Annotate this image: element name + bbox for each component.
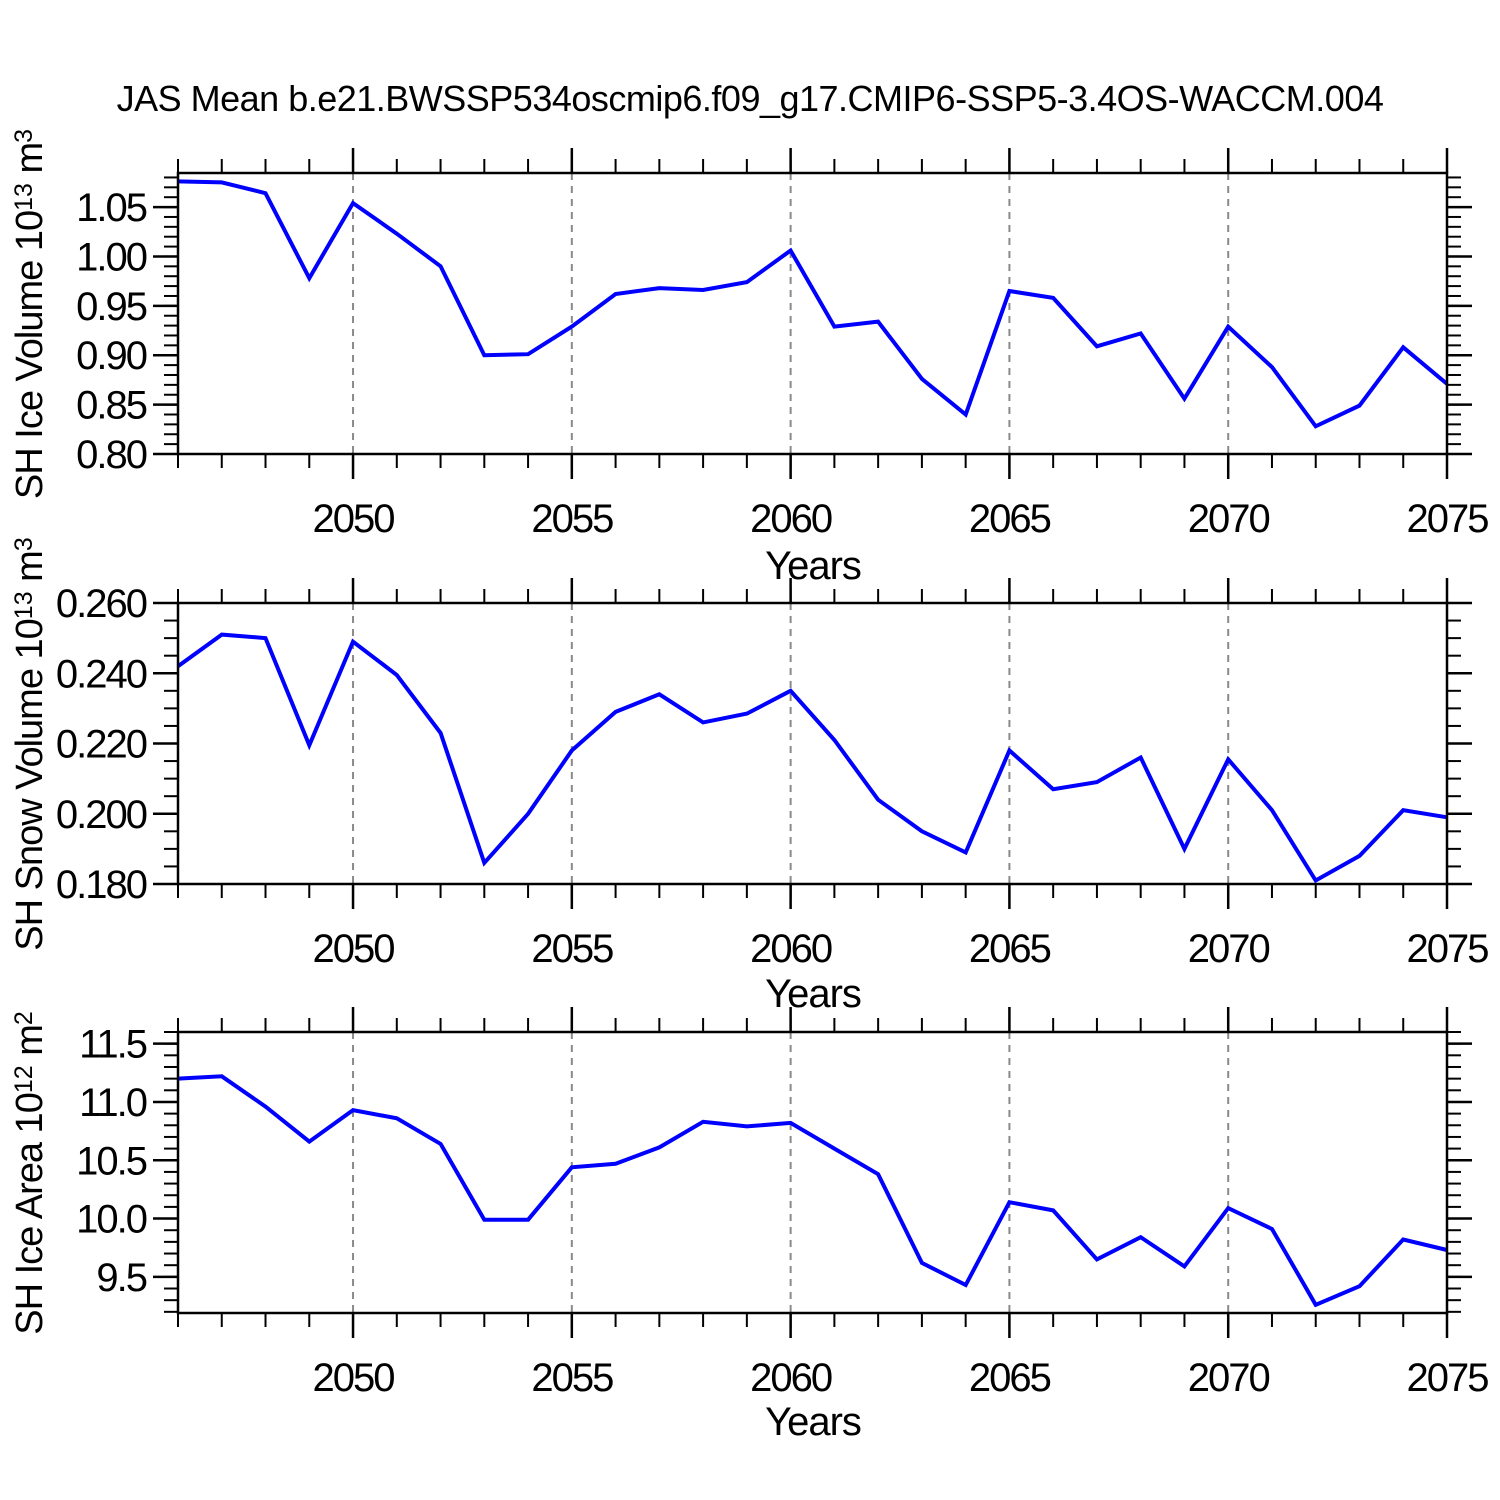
- y-tick-label: 0.260: [56, 582, 147, 626]
- y-tick-label: 0.95: [76, 285, 147, 329]
- y-tick-label: 0.180: [56, 863, 147, 907]
- y-tick-label: 1.05: [76, 186, 147, 230]
- x-axis-title-panel3: Years: [765, 1400, 862, 1444]
- exponent: 3: [10, 128, 38, 143]
- sh-ice-volume-frame: [176, 171, 1449, 456]
- y-tick-label: 10.5: [76, 1139, 147, 1183]
- x-tick-label: 2060: [750, 927, 832, 971]
- x-tick-label: 2070: [1188, 497, 1270, 541]
- y-axis-title-ice-area: SH Ice Area 1012 m2: [9, 1011, 51, 1335]
- y-tick-label: 9.5: [96, 1256, 146, 1300]
- sh-snow-volume-line: [176, 632, 1448, 884]
- x-tick-label: 2070: [1188, 1356, 1270, 1400]
- y-tick-label: 1.00: [76, 235, 147, 279]
- x-tick-label: 2075: [1407, 927, 1489, 971]
- x-tick-label: 2050: [313, 927, 395, 971]
- exponent: 13: [10, 183, 38, 211]
- exponent: 13: [10, 591, 38, 620]
- x-axis-title-panel1: Years: [765, 544, 862, 588]
- x-tick-label: 2065: [969, 1356, 1051, 1400]
- sh-snow-volume-frame: [176, 601, 1449, 886]
- y-tick-label: 10.0: [76, 1198, 147, 1242]
- y-tick-label: 0.85: [76, 384, 147, 428]
- y-tick-label: 0.80: [76, 433, 147, 477]
- sh-ice-volume-line: [177, 179, 1449, 429]
- x-tick-label: 2050: [313, 497, 395, 541]
- x-tick-label: 2065: [969, 927, 1051, 971]
- y-tick-label: 0.90: [76, 334, 147, 378]
- exponent: 12: [10, 1065, 38, 1094]
- exponent: 2: [10, 1011, 38, 1026]
- x-tick-label: 2075: [1407, 497, 1489, 541]
- exponent: 3: [10, 537, 38, 552]
- y-tick-label: 0.220: [56, 723, 147, 767]
- x-tick-label: 2065: [969, 497, 1051, 541]
- x-tick-label: 2060: [750, 497, 832, 541]
- y-tick-label: 0.240: [56, 652, 147, 696]
- y-tick-label: 0.200: [56, 793, 147, 837]
- x-tick-label: 2070: [1188, 927, 1270, 971]
- x-tick-label: 2055: [531, 927, 613, 971]
- x-tick-label: 2075: [1407, 1356, 1489, 1400]
- x-tick-label: 2050: [313, 1356, 395, 1400]
- sh-ice-area-frame: [176, 1030, 1449, 1315]
- x-tick-label: 2055: [531, 497, 613, 541]
- y-tick-label: 11.0: [79, 1081, 147, 1125]
- x-tick-label: 2055: [531, 1356, 613, 1400]
- x-axis-title-panel2: Years: [765, 972, 862, 1016]
- y-tick-label: 11.5: [79, 1023, 147, 1067]
- sh-ice-area-line: [177, 1074, 1448, 1308]
- x-tick-label: 2060: [750, 1356, 832, 1400]
- chart-title: JAS Mean b.e21.BWSSP534oscmip6.f09_g17.C…: [116, 78, 1384, 119]
